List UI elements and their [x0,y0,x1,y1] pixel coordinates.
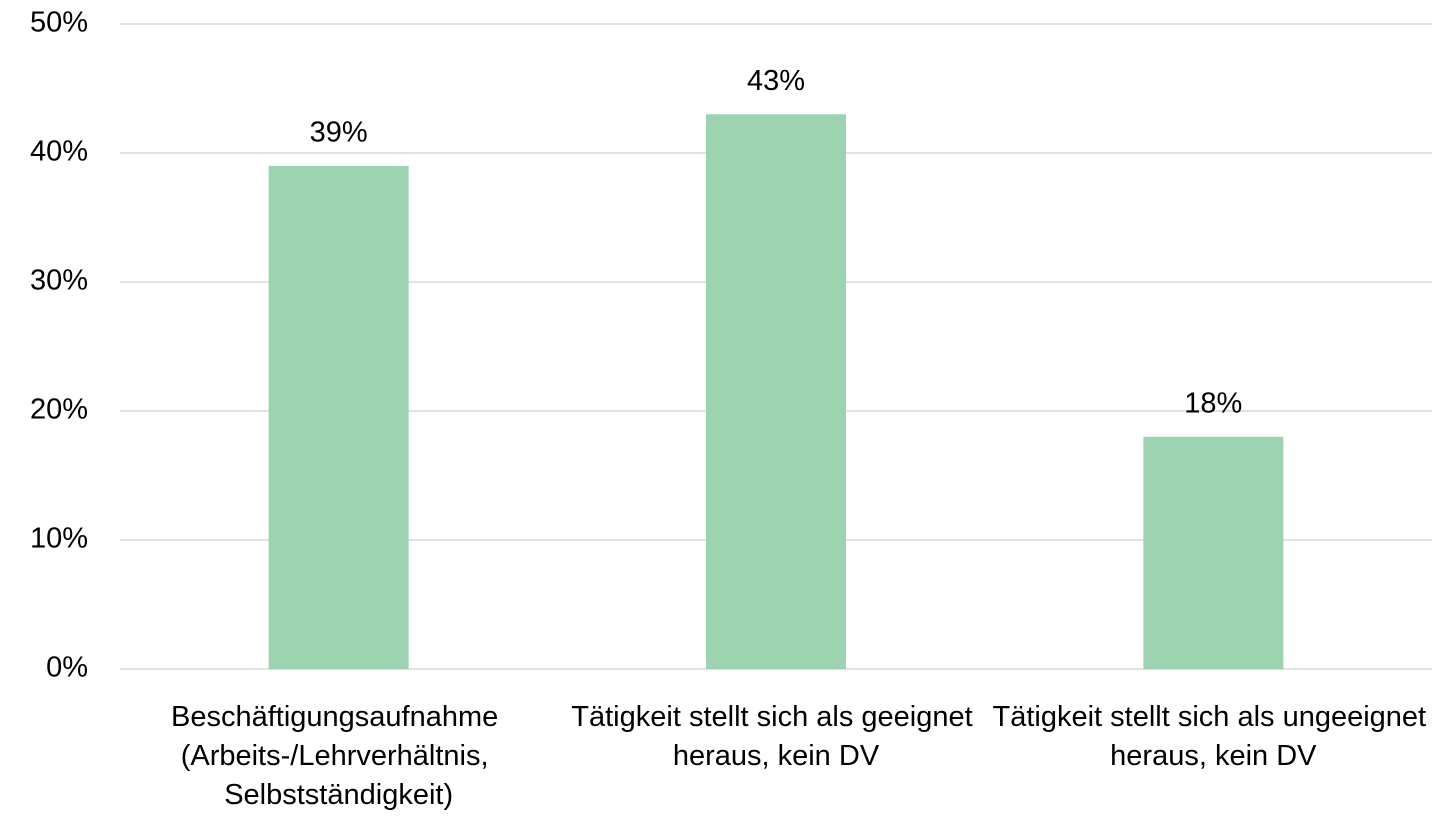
data-label: 43% [747,65,805,97]
bar [1143,436,1284,669]
x-tick-label: Beschäftigungsaufnahme (Arbeits-/Lehrver… [171,701,506,811]
bar [706,114,846,670]
y-tick-label: 20% [30,394,88,426]
y-tick-label: 30% [30,265,88,297]
y-tick-label: 10% [30,523,88,555]
y-tick-label: 50% [30,7,88,39]
y-tick-label: 0% [46,652,88,684]
data-label: 39% [310,117,368,149]
bar [268,165,409,669]
x-tick-label: Tätigkeit stellt sich als geeignet herau… [571,701,980,772]
data-label: 18% [1184,387,1242,419]
y-tick-label: 40% [30,136,88,168]
x-tick-label: Tätigkeit stellt sich als ungeeignet her… [992,701,1434,772]
